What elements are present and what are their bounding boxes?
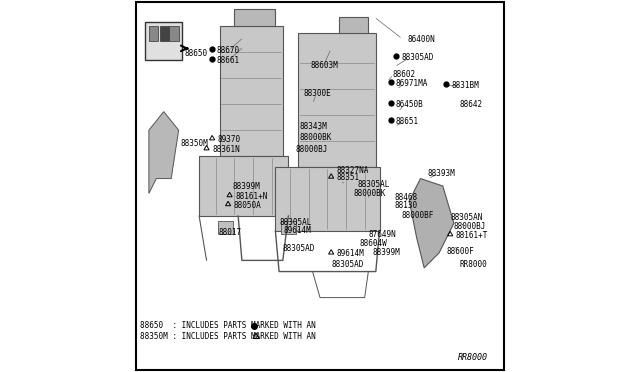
Text: 88399M: 88399M [372,248,400,257]
Text: 88130: 88130 [394,201,417,210]
Text: 88305AD: 88305AD [282,244,314,253]
Text: 88468: 88468 [394,193,417,202]
Text: 88161+T: 88161+T [456,231,488,240]
Bar [170,26,179,41]
Polygon shape [218,221,232,234]
Polygon shape [149,112,179,193]
Text: 88604W: 88604W [359,239,387,248]
Text: 88305AD: 88305AD [331,260,364,269]
Text: 88361N: 88361N [212,145,240,154]
Text: 88300E: 88300E [303,89,331,98]
Text: 88600F: 88600F [447,247,474,256]
Text: 88305AD: 88305AD [401,53,433,62]
Text: 89614M: 89614M [284,226,311,235]
Text: 88000BK: 88000BK [353,189,386,198]
Text: 88000BJ: 88000BJ [296,145,328,154]
Polygon shape [339,17,369,33]
Text: 88050A: 88050A [234,201,262,210]
Text: 88399M: 88399M [232,182,260,191]
Text: 88305AL: 88305AL [279,218,312,227]
Text: 86400N: 86400N [408,35,435,44]
Text: 8831BM: 8831BM [451,81,479,90]
Polygon shape [275,167,380,231]
Polygon shape [298,33,376,167]
Text: 88650: 88650 [184,49,207,58]
Text: 88670: 88670 [217,46,240,55]
Text: 88305AL: 88305AL [357,180,390,189]
Polygon shape [220,26,283,156]
Text: RR8000: RR8000 [460,260,487,269]
Text: 88351: 88351 [337,173,360,182]
Text: 88000BK: 88000BK [300,133,332,142]
Text: 88350M : INCLUDES PARTS MARKED WITH AN: 88350M : INCLUDES PARTS MARKED WITH AN [140,332,316,341]
Text: 88393M: 88393M [428,169,456,178]
Text: 88651: 88651 [396,117,419,126]
Text: 89370: 89370 [218,135,241,144]
Text: 88343M: 88343M [300,122,327,131]
Text: 88642: 88642 [460,100,483,109]
Bar [160,26,170,41]
Polygon shape [199,156,289,216]
Text: RR8000: RR8000 [458,353,488,362]
Text: 88350M: 88350M [180,139,208,148]
Bar [149,26,158,41]
Text: 88017: 88017 [219,228,242,237]
Text: 88661: 88661 [217,56,240,65]
Text: 88305AN: 88305AN [450,213,483,222]
Text: 89614M: 89614M [337,249,365,258]
Text: 88650  : INCLUDES PARTS MARKED WITH AN: 88650 : INCLUDES PARTS MARKED WITH AN [140,321,316,330]
FancyBboxPatch shape [145,22,182,60]
Polygon shape [410,179,454,268]
Text: 86971MA: 86971MA [396,79,428,88]
Text: 88000BF: 88000BF [402,211,434,220]
Text: 88000BJ: 88000BJ [454,222,486,231]
Text: 88603M: 88603M [310,61,339,70]
Text: 86450B: 86450B [396,100,423,109]
Polygon shape [234,9,275,26]
Text: 88327NA: 88327NA [337,166,369,174]
Text: 88161+N: 88161+N [235,192,268,201]
Text: 87649N: 87649N [369,230,396,239]
Text: 88602: 88602 [392,70,415,79]
Polygon shape [281,221,296,234]
